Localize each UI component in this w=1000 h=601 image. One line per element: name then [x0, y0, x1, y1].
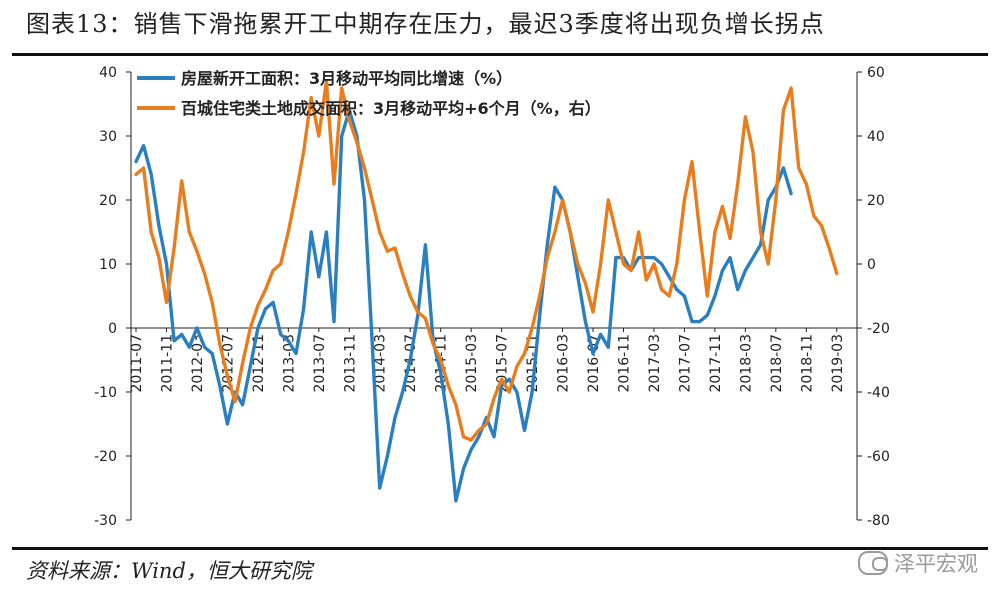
x-tick-label: 2016-03: [556, 334, 572, 393]
right-tick-label: 40: [867, 129, 885, 145]
chart-series: [134, 79, 839, 503]
right-tick-label: -60: [867, 449, 890, 465]
chart-legend: 房屋新开工面积：3月移动平均同比增速（%） 百城住宅类土地成交面积：3月移动平均…: [137, 69, 601, 118]
x-tick-label: 2018-11: [799, 334, 815, 393]
x-tick-label: 2015-03: [464, 334, 480, 393]
source-note: 资料来源：Wind，恒大研究院: [26, 559, 312, 583]
left-tick-label: 0: [108, 321, 117, 337]
left-tick-label: -30: [94, 513, 117, 529]
right-tick-label: -40: [867, 385, 890, 401]
x-tick-label: 2016-07: [586, 334, 602, 393]
right-tick-label: 20: [867, 193, 885, 209]
left-tick-label: 40: [99, 65, 117, 81]
x-tick-label: 2014-03: [373, 334, 389, 393]
left-tick-label: -20: [94, 449, 117, 465]
chart-title: 图表13：销售下滑拖累开工中期存在压力，最迟3季度将出现负增长拐点: [26, 10, 825, 38]
right-tick-label: -20: [867, 321, 890, 337]
series-line-land-transactions: [134, 79, 839, 442]
x-tick-label: 2015-07: [495, 334, 511, 393]
watermark-text: 泽平宏观: [894, 552, 978, 576]
x-tick-label: 2018-07: [769, 334, 785, 393]
chart-axes: 40 30 20 10 0 -10 -20 -30 60 40 20 0 -20 -40 -60 -80 201…: [94, 65, 890, 529]
top-rule: [12, 53, 988, 56]
right-tick-label: 0: [867, 257, 876, 273]
left-tick-label: 20: [99, 193, 117, 209]
x-tick-label: 2011-07: [129, 334, 145, 393]
left-tick-label: 10: [99, 257, 117, 273]
bottom-rule: [12, 547, 988, 550]
x-tick-label: 2013-11: [342, 334, 358, 393]
x-tick-label: 2017-07: [677, 334, 693, 393]
watermark: 泽平宏观: [858, 548, 978, 578]
series-line-housing-starts: [134, 108, 793, 503]
x-tick-label: 2018-03: [738, 334, 754, 393]
x-tick-label: 2017-03: [647, 334, 663, 393]
x-tick-label: 2011-11: [159, 334, 175, 393]
x-tick-label: 2012-07: [220, 334, 236, 393]
x-tick-label: 2017-11: [708, 334, 724, 393]
left-tick-label: -10: [94, 385, 117, 401]
legend-label-orange: 百城住宅类土地成交面积：3月移动平均+6个月（%，右）: [181, 99, 601, 118]
x-tick-label: 2013-07: [312, 334, 328, 393]
x-tick-label: 2012-03: [190, 334, 206, 393]
left-tick-label: 30: [99, 129, 117, 145]
chat-bubble-icon: [858, 551, 888, 575]
line-chart: 40 30 20 10 0 -10 -20 -30 60 40 20 0 -20 -40 -60 -80 201…: [94, 65, 890, 529]
x-tick-label: 2016-11: [616, 334, 632, 393]
x-tick-label: 2019-03: [830, 334, 846, 393]
legend-label-blue: 房屋新开工面积：3月移动平均同比增速（%）: [181, 69, 512, 88]
right-tick-label: -80: [867, 513, 890, 529]
right-tick-label: 60: [867, 65, 885, 81]
